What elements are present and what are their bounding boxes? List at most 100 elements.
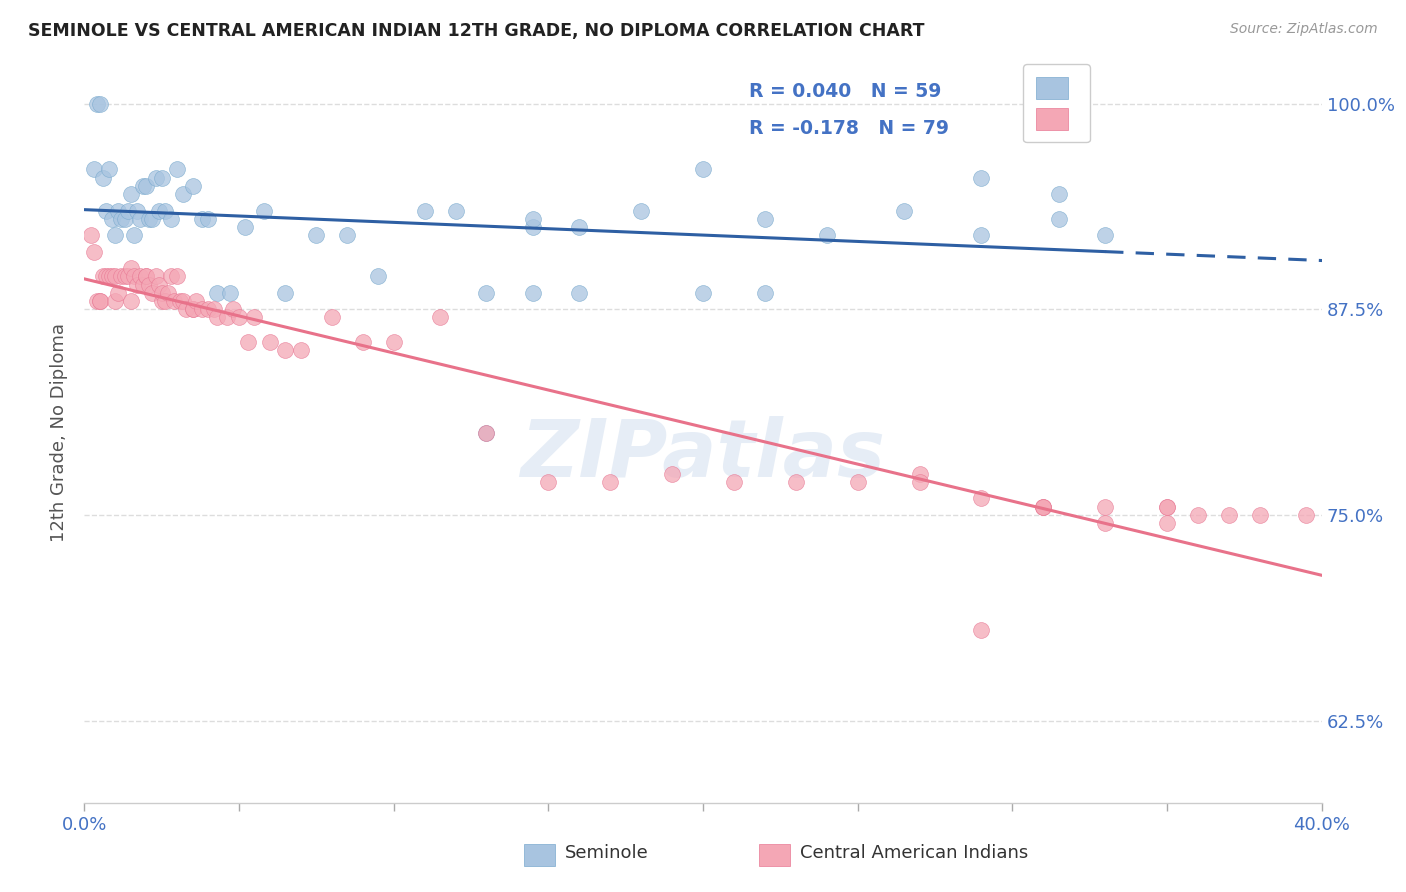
Point — [150, 170, 173, 185]
Point — [218, 285, 240, 300]
Point — [150, 285, 173, 300]
Point — [1094, 500, 1116, 514]
Point — [1032, 500, 1054, 514]
Point — [785, 475, 807, 489]
Point — [429, 310, 451, 325]
Point — [253, 203, 276, 218]
Point — [98, 269, 121, 284]
Point — [1156, 500, 1178, 514]
Point — [1094, 228, 1116, 243]
Point — [107, 285, 129, 300]
Point — [169, 293, 191, 308]
Point — [382, 335, 405, 350]
Point — [259, 335, 281, 350]
Point — [1032, 500, 1054, 514]
Point — [238, 335, 260, 350]
Point — [98, 162, 121, 177]
Point — [475, 285, 498, 300]
Point — [89, 293, 111, 308]
Point — [107, 203, 129, 218]
Point — [1295, 508, 1317, 522]
Point — [86, 293, 108, 308]
Point — [132, 178, 155, 193]
Point — [89, 96, 111, 111]
Point — [522, 211, 544, 226]
Point — [475, 425, 498, 440]
Point — [166, 162, 188, 177]
Text: SEMINOLE VS CENTRAL AMERICAN INDIAN 12TH GRADE, NO DIPLOMA CORRELATION CHART: SEMINOLE VS CENTRAL AMERICAN INDIAN 12TH… — [28, 22, 925, 40]
Point — [166, 269, 188, 284]
Point — [135, 269, 157, 284]
Point — [132, 277, 155, 292]
Point — [141, 285, 163, 300]
Legend: , : , — [1024, 64, 1090, 143]
Point — [117, 269, 139, 284]
Point — [110, 211, 132, 226]
Point — [138, 277, 160, 292]
Point — [94, 269, 117, 284]
Point — [1249, 508, 1271, 522]
Point — [122, 228, 145, 243]
Point — [815, 228, 838, 243]
Point — [908, 467, 931, 481]
Text: R = -0.178   N = 79: R = -0.178 N = 79 — [749, 119, 949, 137]
Point — [367, 269, 389, 284]
Point — [1094, 516, 1116, 530]
Point — [846, 475, 869, 489]
Point — [661, 467, 683, 481]
Bar — [523, 844, 554, 866]
Point — [1032, 500, 1054, 514]
Point — [150, 293, 173, 308]
Point — [114, 269, 136, 284]
Point — [215, 310, 238, 325]
Text: Source: ZipAtlas.com: Source: ZipAtlas.com — [1230, 22, 1378, 37]
Point — [970, 623, 993, 637]
Point — [94, 203, 117, 218]
Point — [475, 425, 498, 440]
Point — [754, 211, 776, 226]
Point — [181, 178, 204, 193]
Point — [522, 285, 544, 300]
Point — [970, 228, 993, 243]
Point — [336, 228, 359, 243]
Point — [1156, 516, 1178, 530]
Point — [110, 269, 132, 284]
Point — [1187, 508, 1209, 522]
Text: Seminole: Seminole — [564, 844, 648, 863]
Point — [413, 203, 436, 218]
Point — [172, 187, 194, 202]
Point — [233, 219, 256, 234]
Point — [321, 310, 343, 325]
Point — [104, 269, 127, 284]
Point — [197, 211, 219, 226]
Point — [91, 269, 114, 284]
Point — [568, 285, 591, 300]
Text: R = 0.040   N = 59: R = 0.040 N = 59 — [749, 82, 941, 101]
Point — [83, 162, 105, 177]
Point — [160, 211, 183, 226]
Point — [537, 475, 560, 489]
Point — [160, 269, 183, 284]
Point — [970, 491, 993, 506]
Point — [352, 335, 374, 350]
Point — [207, 285, 229, 300]
Point — [184, 293, 207, 308]
Point — [129, 269, 152, 284]
Point — [1047, 187, 1070, 202]
Point — [135, 269, 157, 284]
Point — [522, 219, 544, 234]
Bar — [759, 844, 790, 866]
Point — [129, 211, 152, 226]
Point — [125, 203, 148, 218]
Point — [156, 285, 179, 300]
Point — [117, 203, 139, 218]
Point — [754, 285, 776, 300]
Point — [89, 293, 111, 308]
Point — [120, 293, 142, 308]
Point — [274, 285, 297, 300]
Point — [202, 302, 225, 317]
Point — [138, 211, 160, 226]
Point — [630, 203, 652, 218]
Point — [181, 302, 204, 317]
Point — [104, 228, 127, 243]
